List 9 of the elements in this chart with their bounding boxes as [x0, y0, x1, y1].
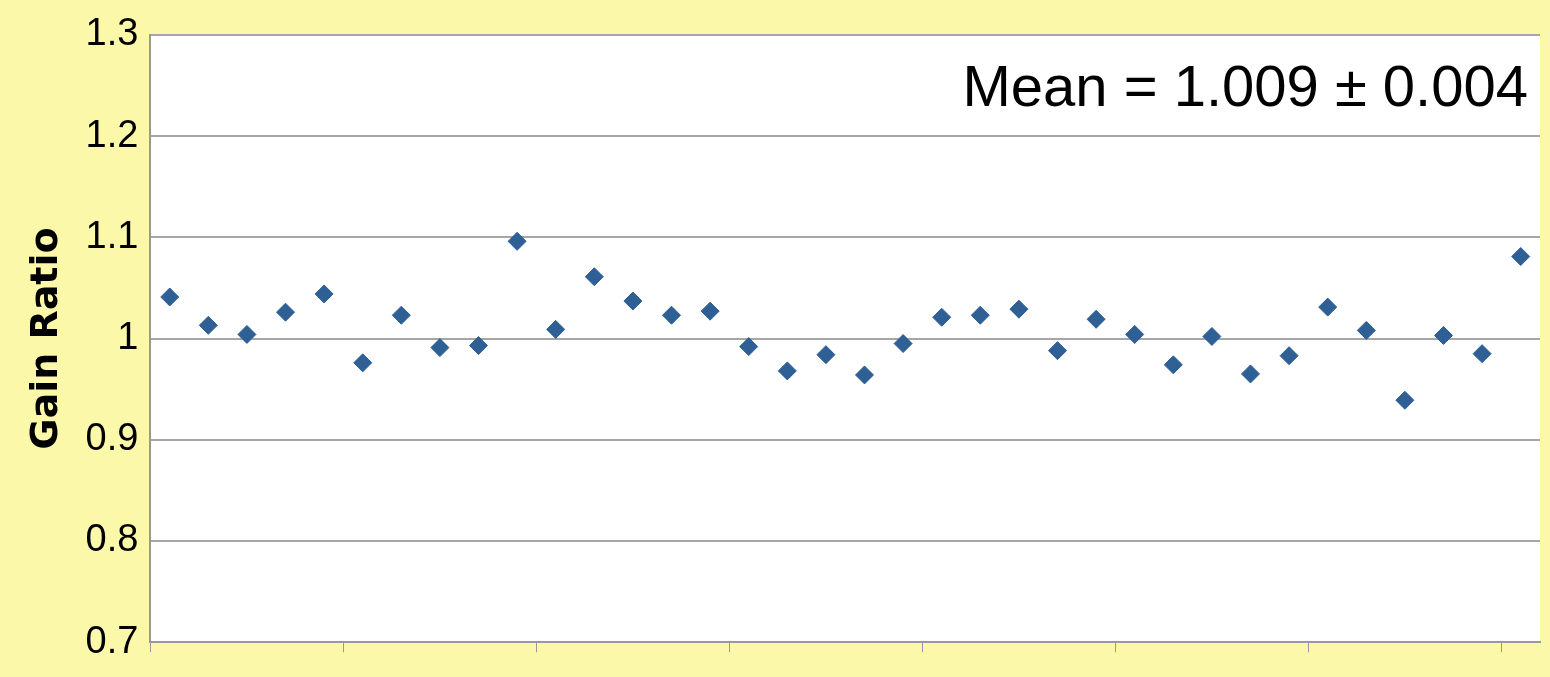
y-tick-label: 0.8 [85, 517, 139, 560]
y-tick-label: 1.1 [85, 213, 139, 256]
y-tick-label: 1.3 [85, 11, 139, 54]
annotation: Mean = 1.009 ± 0.004 [962, 52, 1528, 118]
y-tick-label: 0.9 [85, 416, 139, 459]
y-tick-label: 1.2 [85, 112, 139, 155]
y-tick-label: 1 [117, 314, 139, 357]
y-axis-title: Gain Ratio [21, 227, 66, 450]
y-tick-label: 0.7 [85, 618, 139, 661]
